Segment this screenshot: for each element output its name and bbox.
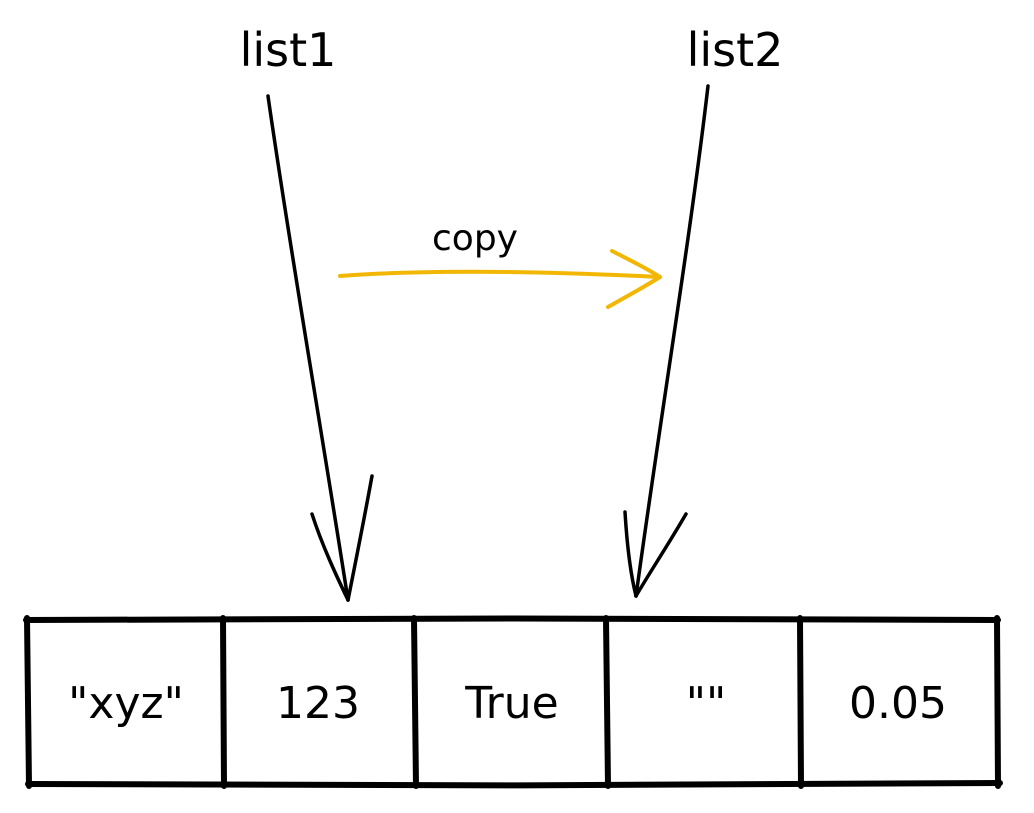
- cell-value-int: 123: [276, 678, 360, 729]
- cell-value-string: "xyz": [68, 678, 184, 729]
- list-object: [23, 615, 1003, 789]
- list-cell-3: "": [686, 678, 726, 729]
- list2-label: list2: [687, 23, 784, 77]
- copy-arrow: copy: [338, 218, 662, 309]
- cell-value-empty-string: "": [686, 678, 726, 729]
- list1-label: list1: [240, 23, 337, 77]
- list-cell-2: True: [464, 678, 558, 729]
- list-cell-4: 0.05: [849, 678, 947, 729]
- list-cell-0: "xyz": [68, 678, 184, 729]
- list-cell-1: 123: [276, 678, 360, 729]
- cell-value-float: 0.05: [849, 678, 947, 729]
- list1-reference-arrow: [266, 94, 374, 602]
- list2-reference-arrow: [623, 84, 710, 598]
- copy-label: copy: [432, 218, 518, 259]
- cell-value-bool: True: [464, 678, 558, 729]
